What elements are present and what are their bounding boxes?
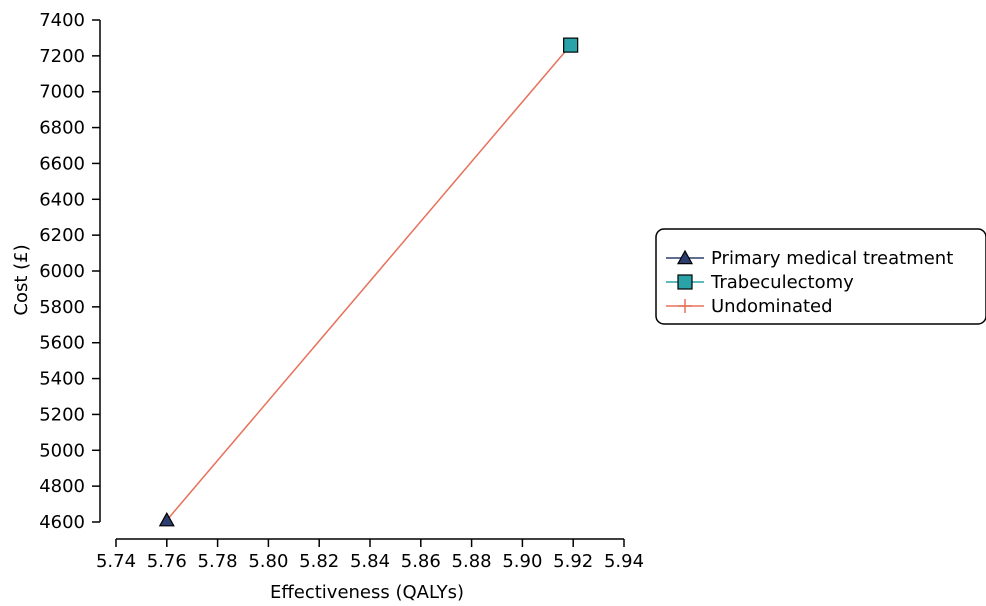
legend-marker-cross	[678, 299, 692, 313]
plot-area	[158, 37, 579, 527]
y-axis-title: Cost (£)	[11, 244, 32, 315]
y-tick-label: 6200	[39, 225, 85, 246]
legend-marker-square	[677, 274, 693, 290]
y-tick-label: 5600	[39, 333, 85, 354]
legend-label: Trabeculectomy	[710, 272, 854, 293]
y-tick-label: 5800	[39, 297, 85, 318]
x-tick-label: 5.76	[147, 551, 187, 572]
x-tick-label: 5.90	[502, 551, 542, 572]
x-tick-label: 5.80	[248, 551, 288, 572]
y-tick-label: 7000	[39, 82, 85, 103]
legend-marker-triangle	[676, 249, 694, 265]
legend-box	[655, 228, 986, 325]
y-tick-label: 5000	[39, 440, 85, 461]
x-tick-label: 5.84	[350, 551, 390, 572]
data-point-primary-medical-treatment	[158, 511, 175, 527]
legend-label: Primary medical treatment	[711, 248, 953, 269]
x-tick-label: 5.88	[452, 551, 492, 572]
y-tick-label: 5400	[39, 369, 85, 390]
x-tick-label: 5.78	[198, 551, 238, 572]
y-tick-label: 6600	[39, 153, 85, 174]
y-tick-label: 5200	[39, 404, 85, 425]
y-tick-label: 7400	[39, 10, 85, 31]
data-point-trabeculectomy	[563, 37, 579, 53]
y-tick-label: 6800	[39, 118, 85, 139]
legend: Primary medical treatment Trabeculectomy U…	[655, 228, 986, 325]
x-tick-label: 5.74	[96, 551, 136, 572]
x-tick-label: 5.94	[604, 551, 644, 572]
x-tick-label: 5.86	[401, 551, 441, 572]
x-tick-label: 5.82	[299, 551, 339, 572]
x-axis: 5.74 5.76 5.78 5.80 5.82 5.84 5.86 5.88 5.90 5.92…	[96, 538, 644, 572]
x-tick-label: 5.92	[553, 551, 593, 572]
series-line-undominated	[166, 44, 572, 521]
legend-label: Undominated	[711, 296, 833, 317]
y-tick-label: 4800	[39, 476, 85, 497]
y-tick-label: 4600	[39, 512, 85, 533]
y-tick-label: 6400	[39, 189, 85, 210]
y-axis: 4600 4800 5000 5200 5400 5600 5800 6000 6200 6400…	[39, 10, 101, 533]
x-axis-title: Effectiveness (QALYs)	[270, 582, 464, 603]
y-tick-label: 7200	[39, 46, 85, 67]
y-tick-label: 6000	[39, 261, 85, 282]
